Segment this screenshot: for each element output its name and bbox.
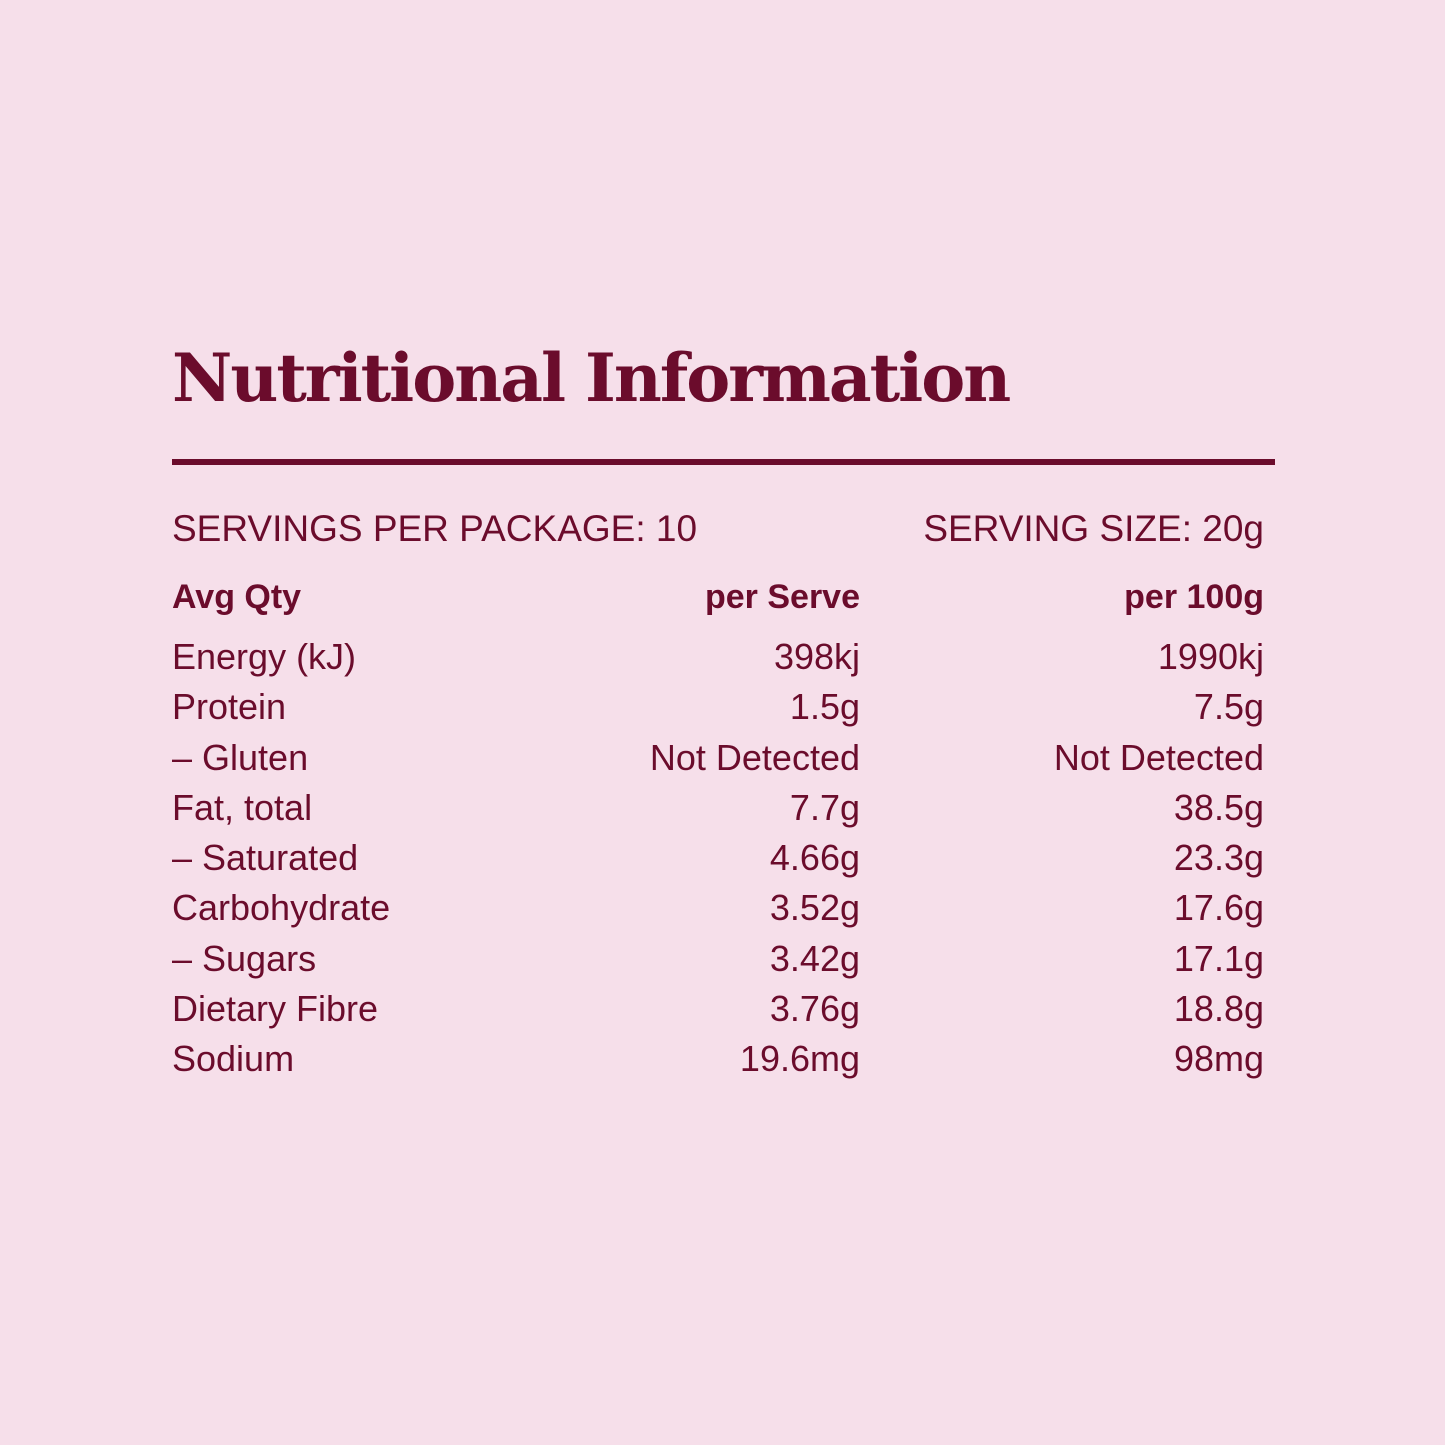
header-per-serve: per Serve bbox=[705, 578, 860, 616]
nutrient-name: – Sugars bbox=[172, 937, 317, 979]
nutrient-per-100g: 38.5g bbox=[1173, 786, 1264, 828]
table-row: – Saturated 4.66g 23.3g bbox=[172, 833, 1264, 883]
table-row: Sodium 19.6mg 98mg bbox=[172, 1034, 1264, 1084]
table-header-row: Avg Qty per Serve per 100g bbox=[172, 572, 1264, 632]
nutrient-name: Fat, total bbox=[172, 786, 313, 828]
nutrient-name: Sodium bbox=[172, 1038, 295, 1080]
nutrient-name: – Saturated bbox=[172, 837, 359, 879]
nutrient-per-100g: 7.5g bbox=[1193, 686, 1264, 728]
nutrient-per-serve: 3.42g bbox=[769, 937, 860, 979]
table-row: Dietary Fibre 3.76g 18.8g bbox=[172, 984, 1264, 1034]
nutrition-table: Avg Qty per Serve per 100g Energy (kJ) 3… bbox=[172, 572, 1264, 1085]
nutrient-per-serve: 7.7g bbox=[789, 786, 860, 828]
nutrient-name: Energy (kJ) bbox=[172, 636, 357, 677]
serving-size: SERVING SIZE: 20g bbox=[923, 508, 1264, 549]
header-per-100g: per 100g bbox=[1124, 578, 1264, 616]
nutrient-per-100g: 23.3g bbox=[1173, 837, 1264, 879]
nutrient-per-serve: 4.66g bbox=[769, 837, 860, 879]
nutrient-per-100g: 17.6g bbox=[1173, 887, 1264, 929]
table-row: – Sugars 3.42g 17.1g bbox=[172, 934, 1264, 984]
table-row: – Gluten Not Detected Not Detected bbox=[172, 733, 1264, 783]
nutrient-per-100g: 18.8g bbox=[1173, 988, 1264, 1030]
table-row: Carbohydrate 3.52g 17.6g bbox=[172, 883, 1264, 933]
servings-info: SERVINGS PER PACKAGE: 10 SERVING SIZE: 2… bbox=[172, 505, 1264, 553]
header-avg-qty: Avg Qty bbox=[172, 578, 302, 616]
nutrient-per-serve: 1.5g bbox=[789, 686, 860, 728]
nutrient-per-serve: Not Detected bbox=[649, 736, 860, 778]
nutrient-name: Protein bbox=[172, 686, 287, 728]
nutrient-per-100g: Not Detected bbox=[1053, 736, 1264, 778]
nutrient-per-100g: 98mg bbox=[1173, 1038, 1264, 1080]
nutrient-per-100g: 1990kj bbox=[1157, 636, 1264, 677]
title-divider bbox=[172, 459, 1275, 465]
table-row: Energy (kJ) 398kj 1990kj bbox=[172, 632, 1264, 682]
nutrient-name: Carbohydrate bbox=[172, 887, 391, 929]
nutrient-per-serve: 3.76g bbox=[769, 988, 860, 1030]
nutrient-per-serve: 19.6mg bbox=[739, 1038, 860, 1080]
nutrient-per-serve: 398kj bbox=[773, 636, 860, 677]
nutrient-per-100g: 17.1g bbox=[1173, 937, 1264, 979]
nutrient-name: – Gluten bbox=[172, 736, 309, 778]
table-row: Fat, total 7.7g 38.5g bbox=[172, 783, 1264, 833]
servings-per-package: SERVINGS PER PACKAGE: 10 bbox=[172, 508, 698, 549]
table-row: Protein 1.5g 7.5g bbox=[172, 682, 1264, 732]
page-title: Nutritional Information bbox=[172, 339, 1011, 417]
nutrient-per-serve: 3.52g bbox=[769, 887, 860, 929]
nutrient-name: Dietary Fibre bbox=[172, 988, 379, 1030]
